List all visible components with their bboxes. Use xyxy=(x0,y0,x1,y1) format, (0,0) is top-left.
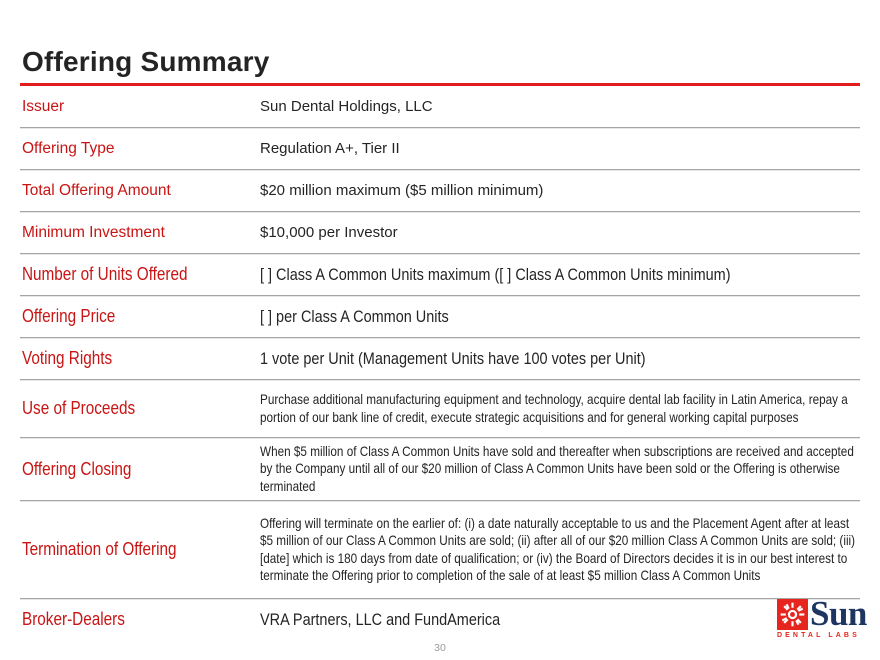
row-label: Offering Type xyxy=(22,139,115,157)
table-row-voting-rights: Voting Rights 1 vote per Unit (Managemen… xyxy=(20,338,860,380)
title-underline xyxy=(20,83,860,86)
row-value: When $5 million of Class A Common Units … xyxy=(260,444,854,494)
row-label: Voting Rights xyxy=(22,348,113,368)
table-row-broker-dealers: Broker-Dealers VRA Partners, LLC and Fun… xyxy=(20,599,860,640)
row-label: Offering Closing xyxy=(22,458,132,479)
table-row-issuer: Issuer Sun Dental Holdings, LLC xyxy=(20,86,860,128)
sun-burst-icon xyxy=(777,599,808,630)
row-label: Use of Proceeds xyxy=(22,398,136,418)
row-value: [ ] per Class A Common Units xyxy=(260,306,449,326)
row-value: Regulation A+, Tier II xyxy=(260,140,400,157)
row-label: Offering Price xyxy=(22,306,116,326)
row-label: Total Offering Amount xyxy=(22,181,171,199)
row-value: $10,000 per Investor xyxy=(260,224,398,241)
table-row-offering-price: Offering Price [ ] per Class A Common Un… xyxy=(20,296,860,338)
row-label: Issuer xyxy=(22,97,65,115)
row-value: 1 vote per Unit (Management Units have 1… xyxy=(260,348,646,368)
table-row-total-offering-amount: Total Offering Amount $20 million maximu… xyxy=(20,170,860,212)
slide-header: Offering Summary xyxy=(0,0,880,86)
row-value: $20 million maximum ($5 million minimum) xyxy=(260,182,544,199)
offering-summary-table: Issuer Sun Dental Holdings, LLC Offering… xyxy=(20,86,860,640)
logo-wordmark: Sun xyxy=(810,594,867,633)
row-label: Minimum Investment xyxy=(22,223,165,241)
row-label: Number of Units Offered xyxy=(22,264,188,284)
row-value: Purchase additional manufacturing equipm… xyxy=(260,392,848,425)
row-value: Offering will terminate on the earlier o… xyxy=(260,515,856,583)
sun-dental-labs-logo: Sun DENTAL LABS xyxy=(777,594,869,639)
table-row-minimum-investment: Minimum Investment $10,000 per Investor xyxy=(20,212,860,254)
table-row-number-of-units: Number of Units Offered [ ] Class A Comm… xyxy=(20,254,860,296)
row-value: VRA Partners, LLC and FundAmerica xyxy=(260,609,501,629)
row-value: Sun Dental Holdings, LLC xyxy=(260,98,433,115)
row-value: [ ] Class A Common Units maximum ([ ] Cl… xyxy=(260,264,731,284)
table-row-offering-type: Offering Type Regulation A+, Tier II xyxy=(20,128,860,170)
page-number: 30 xyxy=(434,642,446,654)
table-row-use-of-proceeds: Use of Proceeds Purchase additional manu… xyxy=(20,380,860,438)
table-row-offering-closing: Offering Closing When $5 million of Clas… xyxy=(20,438,860,501)
page-title: Offering Summary xyxy=(22,46,270,77)
row-label: Termination of Offering xyxy=(22,539,177,559)
row-label: Broker-Dealers xyxy=(22,609,125,629)
table-row-termination-of-offering: Termination of Offering Offering will te… xyxy=(20,501,860,599)
logo-subtext: DENTAL LABS xyxy=(777,632,860,639)
